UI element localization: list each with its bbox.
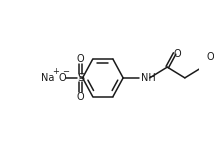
- Text: S: S: [77, 73, 84, 83]
- Text: NH: NH: [141, 73, 156, 83]
- Text: +: +: [52, 68, 59, 76]
- Text: Na: Na: [41, 73, 54, 83]
- Text: O: O: [77, 92, 85, 102]
- Text: O: O: [174, 49, 181, 58]
- Text: O: O: [77, 54, 85, 64]
- Text: O: O: [207, 52, 214, 62]
- Text: −: −: [62, 68, 70, 76]
- Text: O: O: [58, 73, 66, 83]
